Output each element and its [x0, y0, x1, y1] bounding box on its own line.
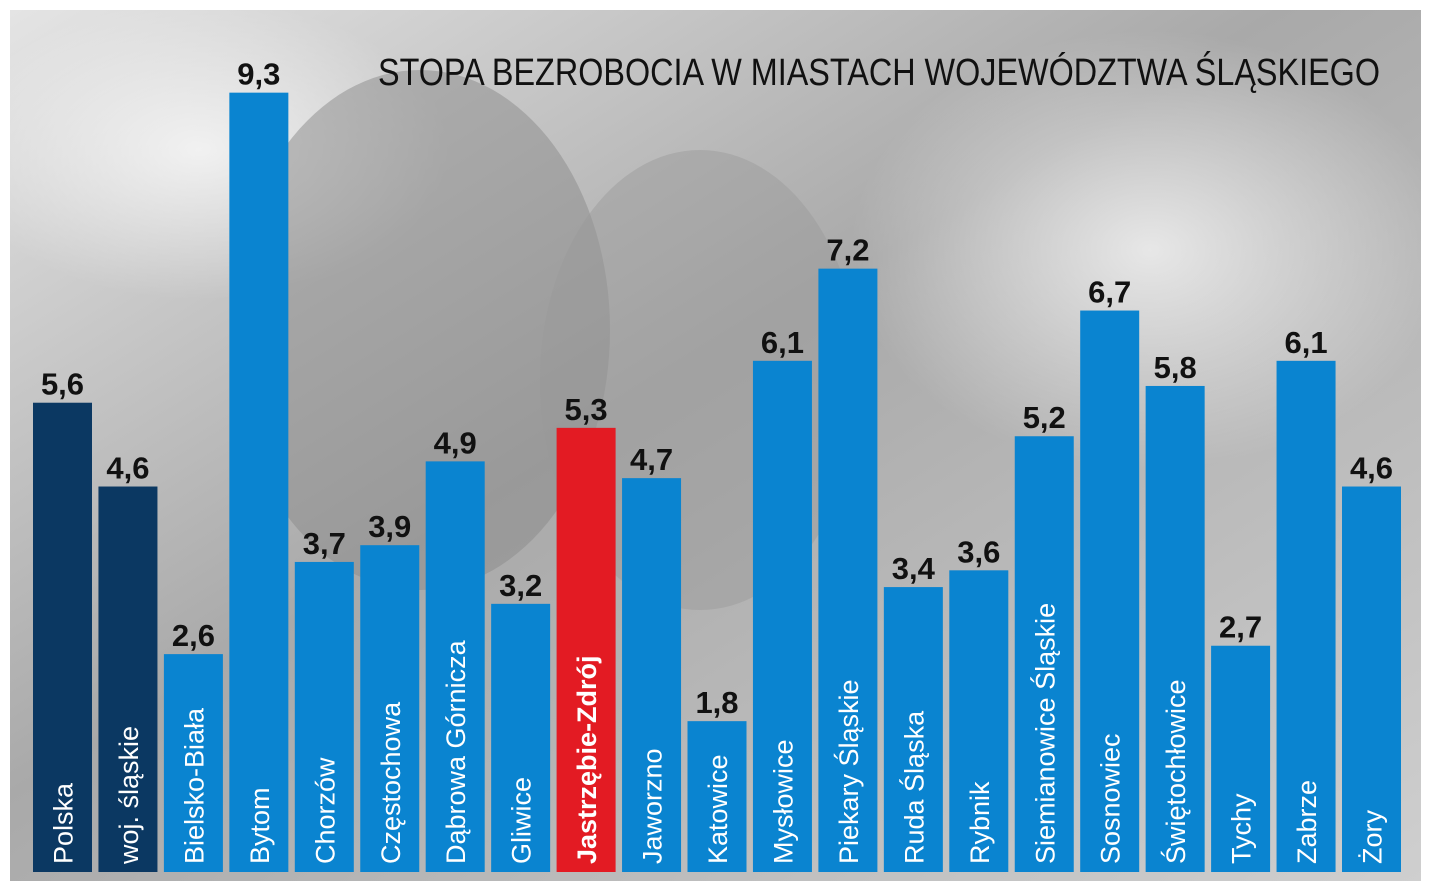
value-label: 9,3	[237, 57, 280, 92]
value-label: 3,9	[368, 509, 411, 544]
value-label: 4,7	[630, 442, 673, 477]
category-label: Bielsko-Biała	[179, 707, 209, 864]
category-label: Świętochłowice	[1159, 679, 1191, 864]
value-label: 5,6	[41, 367, 84, 402]
category-label: woj. śląskie	[114, 726, 144, 865]
category-label: Rybnik	[965, 781, 995, 864]
value-label: 6,1	[761, 325, 804, 360]
category-label: Sosnowiec	[1096, 733, 1126, 864]
value-label: 2,6	[172, 618, 215, 653]
chart-title: STOPA BEZROBOCIA W MIASTACH WOJEWÓDZTWA …	[378, 49, 1380, 94]
category-label: Ruda Śląska	[897, 710, 929, 864]
category-label: Jastrzębie-Zdrój	[572, 655, 602, 864]
category-label: Chorzów	[310, 757, 340, 864]
value-label: 4,6	[1350, 451, 1393, 486]
value-label: 4,6	[106, 451, 149, 486]
category-label: Tychy	[1227, 793, 1257, 864]
value-label: 1,8	[695, 685, 738, 720]
category-label: Katowice	[703, 754, 733, 864]
category-label: Piekary Śląskie	[832, 679, 864, 864]
category-label: Częstochowa	[376, 701, 406, 864]
value-label: 5,8	[1154, 350, 1197, 385]
value-label: 3,7	[303, 526, 346, 561]
value-label: 3,4	[892, 551, 936, 586]
value-label: 3,6	[957, 534, 1000, 569]
value-label: 7,2	[826, 233, 869, 268]
background-light	[850, 30, 1431, 470]
value-label: 3,2	[499, 568, 542, 603]
category-label: Mysłowice	[768, 739, 798, 864]
value-label: 5,2	[1023, 400, 1066, 435]
value-label: 6,7	[1088, 275, 1131, 310]
category-label: Jaworzno	[638, 748, 668, 864]
value-label: 5,3	[565, 392, 608, 427]
category-label: Gliwice	[507, 777, 537, 864]
category-label: Zabrze	[1292, 780, 1322, 864]
value-label: 2,7	[1219, 610, 1262, 645]
category-label: Siemianowice Śląskie	[1028, 603, 1060, 864]
category-label: Dąbrowa Górnicza	[441, 639, 471, 864]
chart: STOPA BEZROBOCIA W MIASTACH WOJEWÓDZTWA …	[0, 0, 1431, 891]
category-label: Polska	[49, 782, 79, 864]
value-label: 4,9	[434, 425, 477, 460]
category-label: Żory	[1357, 810, 1388, 865]
value-label: 6,1	[1284, 325, 1327, 360]
category-label: Bytom	[245, 787, 275, 864]
bar	[229, 93, 288, 872]
